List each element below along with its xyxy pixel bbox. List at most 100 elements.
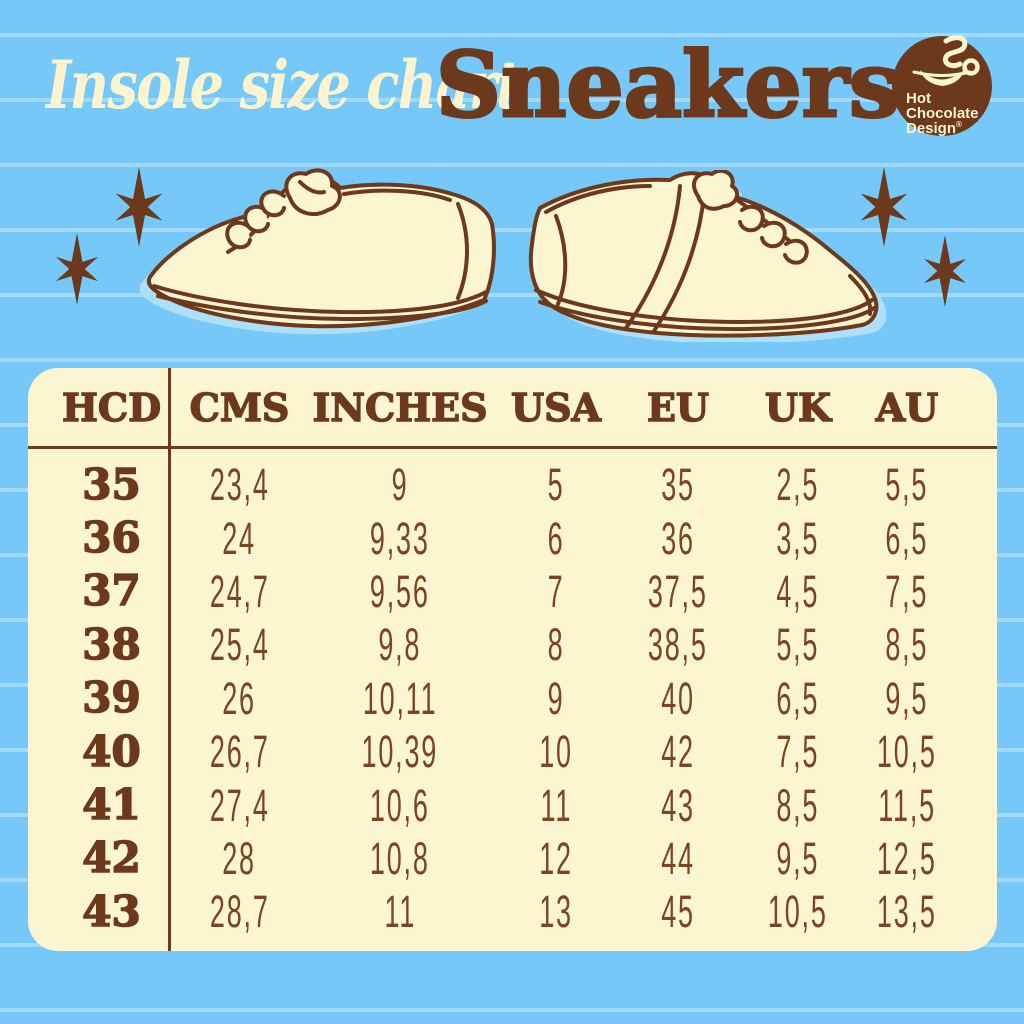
cell-value: 28,7 [209, 886, 270, 938]
cell-value: 10,5 [768, 886, 828, 938]
cell-value: 24 [222, 512, 257, 564]
size-cell: 2,5 [734, 458, 862, 511]
size-cell: 12,5 [862, 832, 997, 885]
page-title-product: Sneakers [435, 32, 902, 138]
hcd-size-cell: 41 [28, 778, 169, 831]
hcd-size-cell: 43 [28, 885, 169, 938]
size-cell: 27,4 [169, 778, 310, 831]
size-cell: 23,4 [169, 458, 310, 511]
size-cell: 24,7 [169, 565, 310, 618]
cell-value: 10,6 [370, 779, 430, 831]
size-cell: 7,5 [734, 725, 862, 778]
cell-value: 24,7 [209, 565, 270, 617]
cell-value: 6,5 [885, 512, 929, 564]
sparkle-star-icon [115, 167, 163, 247]
cell-value: 6,5 [776, 672, 820, 724]
cell-value: 7,5 [776, 726, 820, 778]
table-vertical-rule [168, 368, 171, 951]
cell-value: 4,5 [776, 565, 820, 617]
size-cell: 28 [169, 832, 310, 885]
logo-text-line2: Chocolate [906, 105, 979, 122]
cell-value: 10,8 [370, 832, 430, 884]
size-cell: 12 [490, 832, 622, 885]
brand-logo: Hot Chocolate Design® [892, 35, 992, 137]
size-table-body: 35 23,4 9 5 35 2,5 5,5 36 24 9,33 6 36 3,5 6,5 37 24,7 9… [28, 447, 997, 939]
size-cell: 4,5 [734, 565, 862, 618]
size-cell: 13 [490, 885, 622, 938]
hcd-size-cell: 37 [28, 565, 169, 618]
size-cell: 35 [622, 458, 734, 511]
size-cell: 9,5 [734, 832, 862, 885]
size-cell: 40 [622, 672, 734, 725]
cell-value: 9,8 [378, 619, 422, 671]
size-cell: 28,7 [169, 885, 310, 938]
size-cell: 24 [169, 511, 310, 564]
size-cell: 10,5 [862, 725, 997, 778]
cell-value: 10 [539, 726, 573, 778]
size-cell: 5,5 [734, 618, 862, 671]
steam-icon [942, 35, 968, 69]
cell-value: 43 [81, 886, 141, 936]
cell-value: 5 [547, 459, 565, 511]
size-cell: 13,5 [862, 885, 997, 938]
size-cell: 6,5 [862, 511, 997, 564]
cell-value: 12 [539, 832, 573, 884]
size-cell: 7 [490, 565, 622, 618]
cell-value: 38,5 [648, 619, 708, 671]
size-cell: 5 [490, 458, 622, 511]
cell-value: 45 [661, 886, 695, 938]
column-header-hcd: HCD [61, 384, 162, 430]
hcd-size-cell: 40 [28, 725, 169, 778]
sneaker-left-illustration [140, 168, 496, 335]
size-cell: 5,5 [862, 458, 997, 511]
cell-value: 26,7 [209, 726, 270, 778]
size-cell: 8,5 [734, 778, 862, 831]
size-cell: 10,6 [310, 778, 490, 831]
cell-value: 9,33 [370, 512, 430, 564]
cell-value: 5,5 [776, 619, 820, 671]
cell-value: 35 [81, 459, 141, 509]
cell-value: 5,5 [885, 459, 929, 511]
cell-value: 3,5 [776, 512, 820, 564]
size-cell: 10,39 [310, 725, 490, 778]
sparkle-star-icon [55, 233, 99, 305]
size-cell: 6 [490, 511, 622, 564]
size-cell: 9,8 [310, 618, 490, 671]
cell-value: 42 [661, 726, 695, 778]
size-cell: 9,5 [862, 672, 997, 725]
cell-value: 40 [661, 672, 695, 724]
hcd-size-cell: 36 [28, 511, 169, 564]
cell-value: 42 [81, 833, 141, 883]
size-cell: 8,5 [862, 618, 997, 671]
cell-value: 11,5 [878, 779, 936, 831]
column-header-inches: INCHES [312, 384, 488, 430]
size-cell: 11 [310, 885, 490, 938]
cell-value: 28 [222, 832, 257, 884]
size-cell: 26,7 [169, 725, 310, 778]
cell-value: 2,5 [776, 459, 820, 511]
sparkle-star-icon [923, 235, 967, 307]
size-cell: 7,5 [862, 565, 997, 618]
size-cell: 45 [622, 885, 734, 938]
column-header-au: AU [875, 384, 939, 430]
cell-value: 44 [661, 832, 695, 884]
size-cell: 25,4 [169, 618, 310, 671]
size-cell: 36 [622, 511, 734, 564]
column-header-eu: EU [646, 384, 710, 430]
size-cell: 37,5 [622, 565, 734, 618]
size-cell: 9,33 [310, 511, 490, 564]
size-cell: 26 [169, 672, 310, 725]
cell-value: 9,56 [370, 565, 430, 617]
cell-value: 37,5 [648, 565, 708, 617]
size-cell: 9 [310, 458, 490, 511]
cell-value: 38 [81, 619, 141, 669]
cell-value: 36 [81, 513, 141, 563]
cell-value: 12,5 [877, 832, 937, 884]
cell-value: 37 [81, 566, 141, 616]
size-cell: 8 [490, 618, 622, 671]
cell-value: 25,4 [209, 619, 270, 671]
cell-value: 10,39 [361, 726, 439, 778]
size-cell: 11,5 [862, 778, 997, 831]
logo-text-line1: Hot [906, 90, 931, 107]
